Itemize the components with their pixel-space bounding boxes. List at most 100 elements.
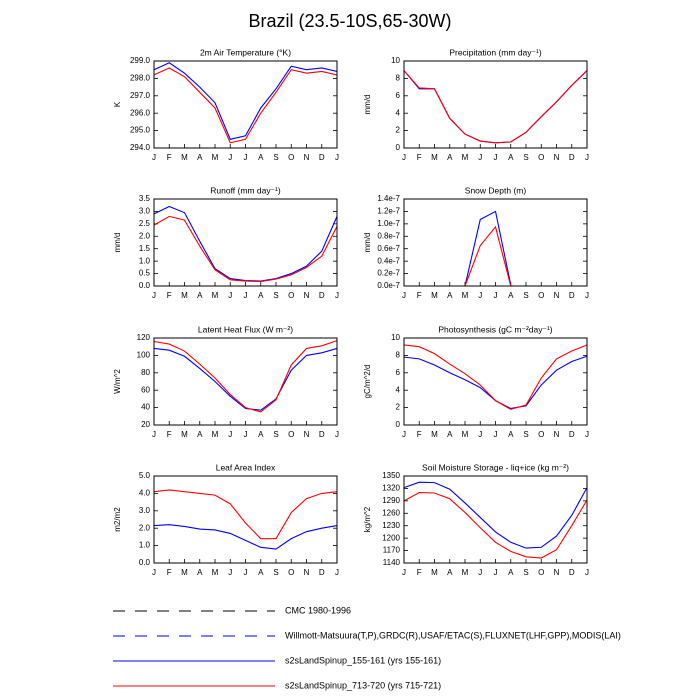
y-tick-label: 2 — [396, 126, 401, 135]
y-tick-label: 1290 — [382, 496, 400, 505]
x-tick-label: S — [273, 568, 278, 577]
x-tick-label: A — [508, 430, 514, 439]
panel-title: Runoff (mm day⁻¹) — [210, 185, 281, 195]
x-tick-label: J — [228, 153, 232, 162]
x-tick-label: O — [288, 291, 294, 300]
x-tick-label: A — [258, 568, 264, 577]
x-tick-label: A — [258, 153, 264, 162]
y-tick-label: 2 — [396, 403, 401, 412]
y-tick-label: 100 — [137, 351, 151, 360]
panel-title: Snow Depth (m) — [465, 185, 527, 195]
y-tick-label: 1.4e-7 — [377, 194, 400, 203]
y-tick-label: 1260 — [382, 508, 400, 517]
y-tick-label: 60 — [141, 385, 150, 394]
x-tick-label: J — [335, 568, 339, 577]
x-tick-label: M — [212, 568, 219, 577]
y-tick-label: 4 — [396, 108, 401, 117]
data-line — [153, 62, 338, 140]
x-tick-label: A — [447, 153, 453, 162]
x-tick-label: J — [585, 430, 589, 439]
x-tick-label: F — [167, 568, 172, 577]
x-tick-label: A — [447, 430, 453, 439]
x-tick-label: A — [508, 291, 514, 300]
x-tick-label: J — [244, 568, 248, 577]
x-tick-label: D — [569, 568, 575, 577]
y-tick-label: 1170 — [383, 546, 401, 555]
x-tick-label: S — [273, 430, 278, 439]
x-tick-label: N — [304, 291, 310, 300]
x-tick-label: J — [402, 568, 406, 577]
x-tick-label: A — [447, 568, 453, 577]
y-tick-label: 0.4e-7 — [377, 256, 400, 265]
x-tick-label: N — [554, 430, 560, 439]
y-tick-label: 20 — [141, 420, 150, 429]
y-tick-label: 0.0 — [139, 558, 151, 567]
data-line — [153, 215, 338, 283]
y-tick-label: 0.2e-7 — [377, 269, 400, 278]
y-axis-label: gC/m^2/d — [363, 365, 372, 399]
x-tick-label: M — [181, 430, 188, 439]
x-tick-label: F — [417, 291, 422, 300]
x-tick-label: J — [244, 153, 248, 162]
x-tick-label: A — [258, 430, 264, 439]
y-tick-label: 8 — [396, 351, 401, 360]
x-tick-label: J — [244, 291, 248, 300]
x-tick-label: F — [417, 430, 422, 439]
x-tick-label: D — [319, 291, 325, 300]
x-tick-label: D — [569, 430, 575, 439]
data-line — [403, 344, 588, 410]
x-tick-label: J — [228, 291, 232, 300]
y-tick-label: 0.5 — [139, 269, 151, 278]
y-tick-label: 1140 — [383, 558, 401, 567]
x-tick-label: M — [431, 568, 438, 577]
x-tick-label: S — [273, 291, 278, 300]
y-tick-label: 0.6e-7 — [377, 244, 400, 253]
figure-title: Brazil (23.5-10S,65-30W) — [248, 11, 451, 31]
x-tick-label: J — [478, 153, 482, 162]
x-tick-label: O — [538, 430, 544, 439]
x-tick-label: J — [585, 291, 589, 300]
y-tick-label: 0.0e-7 — [377, 281, 400, 290]
x-tick-label: J — [478, 430, 482, 439]
y-tick-label: 0.0 — [139, 281, 151, 290]
x-tick-label: S — [523, 430, 528, 439]
x-tick-label: J — [494, 153, 498, 162]
x-tick-label: S — [523, 153, 528, 162]
x-tick-label: M — [462, 153, 469, 162]
y-tick-label: 0.8e-7 — [377, 231, 400, 240]
x-tick-label: M — [212, 430, 219, 439]
x-tick-label: A — [447, 291, 453, 300]
legend-label: CMC 1980-1996 — [285, 605, 351, 615]
y-tick-label: 0 — [396, 143, 401, 152]
x-tick-label: O — [288, 153, 294, 162]
y-tick-label: 2.0 — [139, 523, 151, 532]
x-tick-label: M — [181, 153, 188, 162]
legend-label: s2sLandSpinup_713-720 (yrs 715-721) — [285, 680, 441, 690]
x-tick-label: J — [152, 568, 156, 577]
panel-title: Soil Moisture Storage - liq+ice (kg m⁻²) — [422, 462, 569, 472]
y-tick-label: 3.0 — [139, 506, 151, 515]
y-axis-label: mm/d — [113, 233, 122, 253]
y-tick-label: 6 — [396, 368, 401, 377]
x-tick-label: M — [181, 568, 188, 577]
x-tick-label: A — [508, 153, 514, 162]
y-tick-label: 1.0 — [139, 541, 151, 550]
plot-frame — [403, 198, 588, 287]
x-tick-label: F — [167, 430, 172, 439]
plot-frame — [153, 475, 338, 564]
x-tick-label: M — [431, 153, 438, 162]
y-tick-label: 8 — [396, 74, 401, 83]
x-tick-label: N — [304, 430, 310, 439]
panel-title: 2m Air Temperature (°K) — [200, 47, 291, 57]
y-tick-label: 1320 — [382, 484, 400, 493]
x-tick-label: J — [152, 430, 156, 439]
x-tick-label: N — [554, 153, 560, 162]
y-tick-label: 1.5 — [139, 244, 151, 253]
x-tick-label: J — [494, 430, 498, 439]
x-tick-label: O — [538, 568, 544, 577]
y-axis-label: mm/d — [363, 233, 372, 253]
x-tick-label: O — [288, 430, 294, 439]
x-tick-label: F — [167, 291, 172, 300]
y-tick-label: 0 — [396, 420, 401, 429]
x-tick-label: M — [212, 153, 219, 162]
